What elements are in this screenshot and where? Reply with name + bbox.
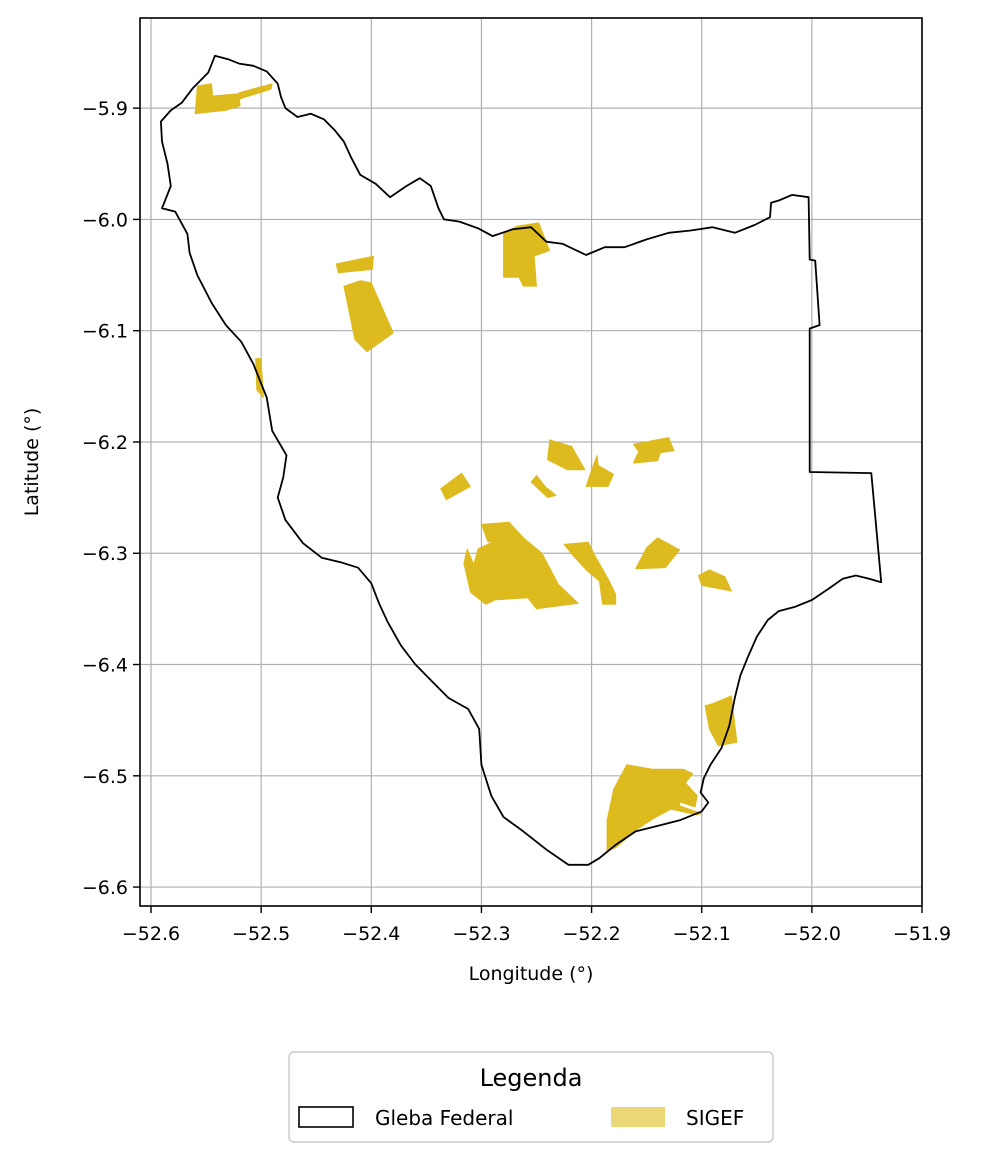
sigef-parcel-17 xyxy=(698,569,732,592)
sigef-parcel-0 xyxy=(194,83,241,115)
x-tick-label-2: −52.4 xyxy=(342,923,400,945)
legend-title: Legenda xyxy=(480,1064,583,1092)
legend-swatch-gleba-federal xyxy=(298,1106,354,1128)
sigef-parcel-1 xyxy=(238,83,273,100)
legend: Legenda Gleba Federal SIGEF xyxy=(288,1051,774,1143)
legend-label-sigef: SIGEF xyxy=(686,1106,744,1130)
sigef-parcel-16 xyxy=(635,537,681,570)
y-tick-label-1: −6.0 xyxy=(82,209,128,231)
gleba-boundary-outline xyxy=(159,54,883,866)
sigef-parcel-6 xyxy=(547,439,586,471)
sigef-parcel-20 xyxy=(673,775,698,808)
x-tick-label-3: −52.3 xyxy=(452,923,510,945)
sigef-parcel-2 xyxy=(503,222,551,287)
sigef-parcel-13 xyxy=(480,521,524,543)
sigef-parcel-18 xyxy=(704,695,738,747)
sigef-parcel-15 xyxy=(563,541,617,605)
legend-swatch-sigef xyxy=(611,1107,665,1127)
gleba-federal-boundary xyxy=(159,54,883,866)
y-tick-label-2: −6.1 xyxy=(82,321,128,343)
sigef-parcel-19 xyxy=(606,764,703,852)
y-tick-label-0: −5.9 xyxy=(82,98,128,120)
sigef-parcel-3 xyxy=(335,255,374,274)
x-tick-label-7: −51.9 xyxy=(893,923,951,945)
y-axis-label: Latitude (°) xyxy=(21,408,43,517)
x-tick-label-5: −52.1 xyxy=(673,923,731,945)
sigef-parcel-10 xyxy=(440,472,471,501)
sigef-parcel-11 xyxy=(530,474,557,499)
y-tick-label-4: −6.3 xyxy=(82,543,128,565)
sigef-parcel-9 xyxy=(633,443,664,464)
grid-lines xyxy=(140,18,923,906)
y-axis-ticks: −5.9 −6.0 −6.1 −6.2 −6.3 −6.4 −6.5 −6.6 xyxy=(82,98,140,899)
legend-label-gleba-federal: Gleba Federal xyxy=(375,1106,513,1130)
sigef-parcel-7 xyxy=(585,454,614,487)
x-tick-label-6: −52.0 xyxy=(783,923,841,945)
y-tick-label-5: −6.4 xyxy=(82,655,128,677)
x-tick-label-0: −52.6 xyxy=(122,923,180,945)
x-axis-ticks: −52.6 −52.5 −52.4 −52.3 −52.2 −52.1 −52.0 −51.9 xyxy=(122,906,951,945)
sigef-parcel-4 xyxy=(343,280,394,353)
y-tick-label-6: −6.5 xyxy=(82,766,128,788)
plot-frame xyxy=(139,17,923,907)
x-tick-label-1: −52.5 xyxy=(232,923,290,945)
y-tick-label-7: −6.6 xyxy=(82,877,128,899)
x-tick-label-4: −52.2 xyxy=(562,923,620,945)
sigef-parcels xyxy=(194,83,738,852)
x-axis-label: Longitude (°) xyxy=(469,963,594,985)
y-tick-label-3: −6.2 xyxy=(82,432,128,454)
sigef-parcel-14 xyxy=(463,548,496,605)
